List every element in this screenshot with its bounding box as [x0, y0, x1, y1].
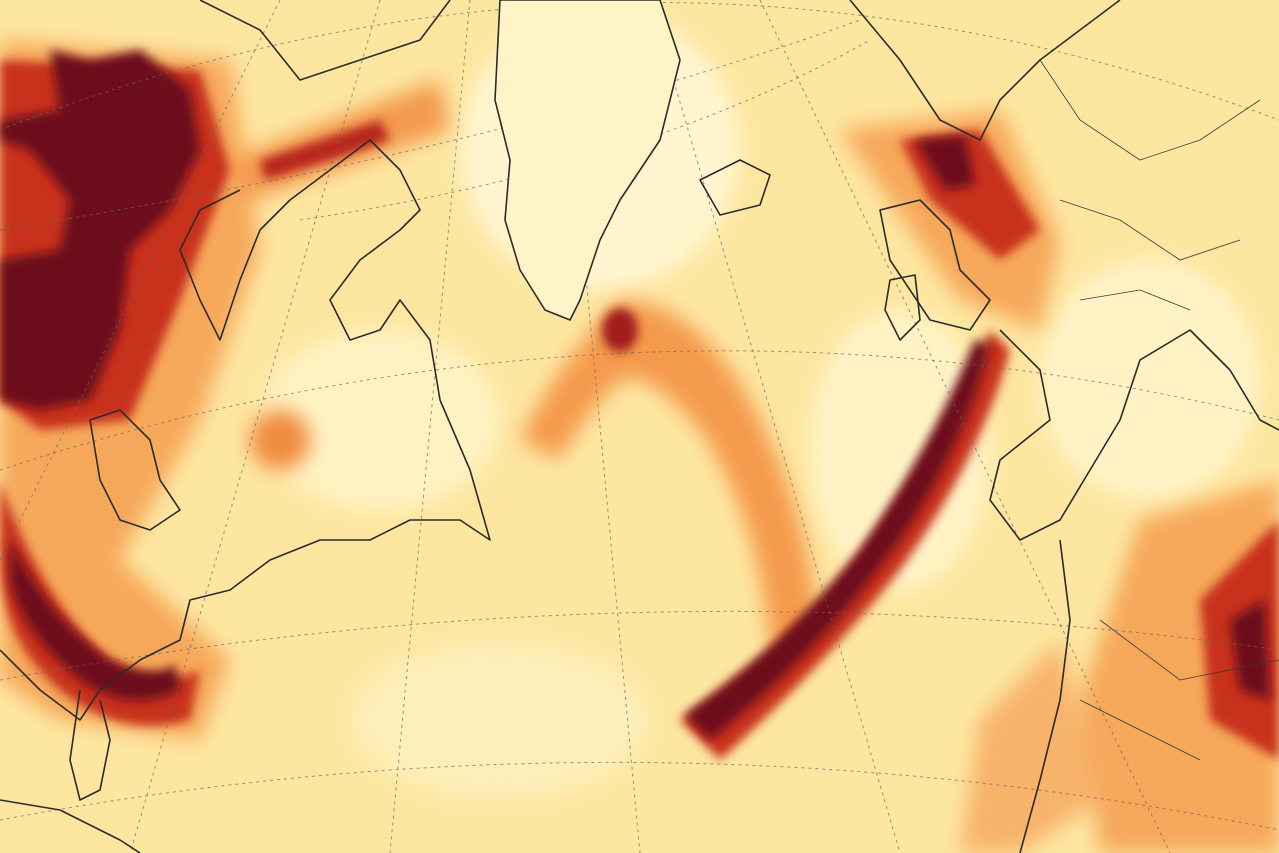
dark-area — [915, 135, 975, 190]
parallel — [0, 350, 1279, 471]
africa-coast — [1019, 539, 1071, 853]
meridian — [129, 0, 381, 853]
orange-area — [250, 410, 310, 470]
parallel — [299, 39, 871, 221]
florida — [69, 689, 111, 801]
red-area — [260, 120, 390, 180]
dark-area — [1230, 600, 1270, 700]
light-patch — [260, 330, 500, 510]
orange-area — [520, 300, 820, 650]
dark-area — [685, 340, 990, 740]
light-patch — [350, 640, 650, 800]
red-area — [0, 480, 200, 726]
orange-area — [960, 640, 1100, 853]
borders — [1039, 59, 1279, 761]
meridian — [649, 0, 901, 853]
orange-area — [840, 110, 1060, 330]
red-area — [602, 308, 638, 352]
greenland — [494, 0, 681, 321]
british-isles — [879, 199, 991, 331]
great-lakes — [89, 409, 181, 531]
dark-area — [0, 50, 200, 410]
dark-layer — [0, 50, 1270, 740]
light-patch — [810, 310, 990, 590]
ireland — [884, 274, 921, 341]
caribbean-coast — [0, 799, 141, 853]
parallel — [0, 761, 1279, 831]
iceland — [699, 159, 771, 216]
north-america-coast — [0, 139, 491, 721]
europe-coast — [989, 329, 1279, 541]
parallel — [0, 610, 1279, 681]
light-patch — [1040, 260, 1260, 500]
arctic-islands — [199, 0, 451, 81]
scandinavia — [849, 0, 1121, 141]
meridian — [389, 0, 471, 853]
dark-area — [10, 540, 180, 701]
